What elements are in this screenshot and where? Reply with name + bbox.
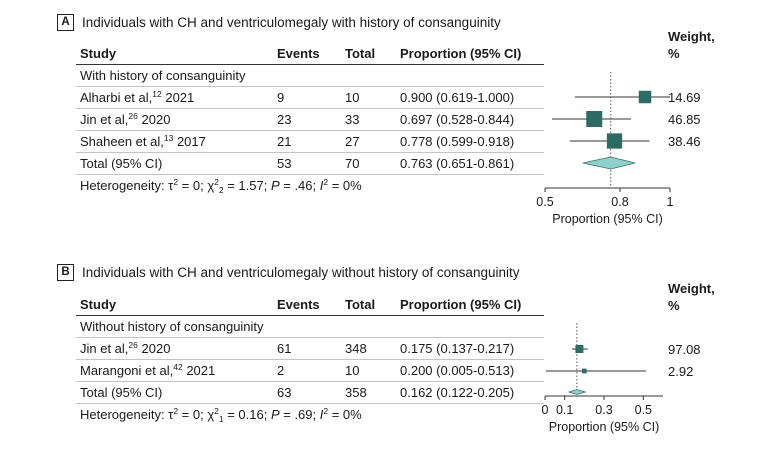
proportion-value: 0.778 (0.599-0.918) [400, 133, 515, 149]
table-row: Shaheen et al,13 2017 21 27 0.778 (0.599… [76, 130, 544, 153]
total-value: 358 [345, 384, 367, 400]
subgroup-row: With history of consanguinity [76, 64, 544, 87]
weight-value: 38.46 [668, 134, 701, 149]
subgroup-label: With history of consanguinity [80, 67, 246, 83]
events-value: 61 [277, 340, 292, 356]
study-name: Alharbi et al,12 2021 [80, 88, 195, 105]
total-row: Total (95% CI) 63 358 0.162 (0.122-0.205… [76, 381, 544, 404]
weight-header-line1: Weight, [668, 281, 715, 296]
x-tick-label: 0.3 [595, 403, 612, 417]
proportion-value: 0.200 (0.005-0.513) [400, 362, 515, 378]
events-value: 2 [277, 362, 285, 378]
study-name: Jin et al,26 2020 [80, 339, 171, 356]
study-name: Shaheen et al,13 2017 [80, 132, 206, 149]
x-tick-label: 0.8 [611, 195, 628, 209]
total-value: 348 [345, 340, 367, 356]
col-study: Study [80, 296, 117, 312]
x-tick-label: 0.1 [556, 403, 573, 417]
proportion-value: 0.162 (0.122-0.205) [400, 384, 515, 400]
table-header-row: Study Events Total Proportion (95% CI) [76, 42, 544, 65]
x-tick-label: 1 [667, 195, 674, 209]
proportion-value: 0.175 (0.137-0.217) [400, 340, 515, 356]
events-value: 53 [277, 155, 292, 171]
col-total: Total [345, 45, 376, 61]
weight-value: 46.85 [668, 112, 701, 127]
proportion-value: 0.763 (0.651-0.861) [400, 155, 515, 171]
x-tick-label: 0.5 [635, 403, 652, 417]
total-value: 10 [345, 362, 360, 378]
x-axis-label: Proportion (95% CI) [552, 212, 662, 226]
col-proportion: Proportion (95% CI) [400, 296, 522, 312]
subgroup-label: Without history of consanguinity [80, 318, 264, 334]
table-row: Marangoni et al,42 2021 2 10 0.200 (0.00… [76, 359, 544, 382]
panel-b-heading: B Individuals with CH and ventriculomega… [57, 264, 519, 281]
table-row: Jin et al,26 2020 61 348 0.175 (0.137-0.… [76, 337, 544, 360]
panel-title: Individuals with CH and ventriculomegaly… [82, 265, 520, 280]
pooled-diamond [582, 156, 636, 170]
panel-title: Individuals with CH and ventriculomegaly… [82, 15, 501, 30]
study-name: Jin et al,26 2020 [80, 110, 171, 127]
total-value: 70 [345, 155, 360, 171]
study-marker [586, 111, 603, 127]
col-events: Events [277, 296, 320, 312]
panel-letter: A [57, 14, 74, 31]
study-marker [581, 368, 587, 374]
study-marker [638, 90, 652, 104]
weight-value: 2.92 [668, 364, 694, 379]
x-axis-label: Proportion (95% CI) [549, 420, 659, 434]
col-events: Events [277, 45, 320, 61]
proportion-value: 0.900 (0.619-1.000) [400, 89, 515, 105]
events-value: 63 [277, 384, 292, 400]
study-marker [575, 345, 584, 353]
study-marker [606, 133, 623, 149]
table-header-row: Study Events Total Proportion (95% CI) [76, 293, 544, 316]
pooled-diamond [567, 389, 587, 395]
panel-a-heading: A Individuals with CH and ventriculomega… [57, 14, 501, 31]
study-name: Marangoni et al,42 2021 [80, 361, 216, 378]
col-study: Study [80, 45, 117, 61]
forest-plot-a: 0.5 0.8 1 Proportion (95% CI) [536, 72, 674, 226]
total-value: 33 [345, 111, 360, 127]
weight-header-line2: % [668, 298, 680, 313]
heterogeneity-stats: Heterogeneity: τ2 = 0; χ21 = 0.16; P = .… [80, 406, 362, 424]
subgroup-row: Without history of consanguinity [76, 315, 544, 338]
total-value: 10 [345, 89, 360, 105]
weight-header: Weight, % [668, 280, 715, 314]
total-label: Total (95% CI) [80, 155, 163, 171]
table-row: Alharbi et al,12 2021 9 10 0.900 (0.619-… [76, 86, 544, 109]
x-tick-label: 0 [542, 403, 549, 417]
heterogeneity-stats: Heterogeneity: τ2 = 0; χ22 = 1.57; P = .… [80, 177, 362, 195]
weight-header-line2: % [668, 46, 680, 61]
panel-letter: B [57, 264, 74, 281]
proportion-value: 0.697 (0.528-0.844) [400, 111, 515, 127]
weight-header: Weight, % [668, 28, 715, 62]
table-row: Jin et al,26 2020 23 33 0.697 (0.528-0.8… [76, 108, 544, 131]
events-value: 21 [277, 133, 292, 149]
events-value: 9 [277, 89, 285, 105]
weight-value: 14.69 [668, 90, 701, 105]
events-value: 23 [277, 111, 292, 127]
col-total: Total [345, 296, 376, 312]
weight-header-line1: Weight, [668, 29, 715, 44]
col-proportion: Proportion (95% CI) [400, 45, 522, 61]
total-row: Total (95% CI) 53 70 0.763 (0.651-0.861) [76, 152, 544, 175]
x-tick-label: 0.5 [536, 195, 553, 209]
forest-plot-b: 0 0.1 0.3 0.5 Proportion (95% CI) [542, 323, 663, 434]
total-value: 27 [345, 133, 360, 149]
total-label: Total (95% CI) [80, 384, 163, 400]
weight-value: 97.08 [668, 342, 701, 357]
